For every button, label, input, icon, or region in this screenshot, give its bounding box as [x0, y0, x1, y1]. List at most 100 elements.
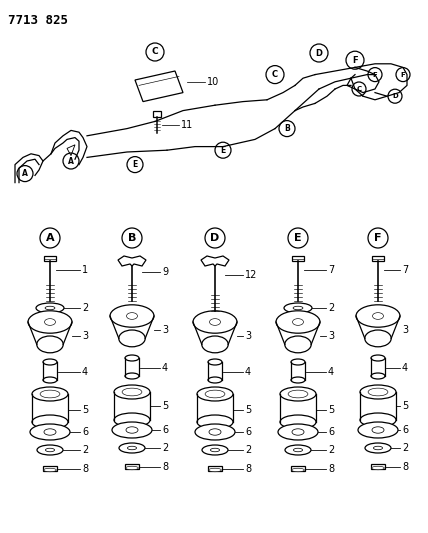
- Polygon shape: [118, 256, 146, 266]
- Text: D: D: [392, 93, 398, 99]
- Ellipse shape: [114, 385, 150, 399]
- Ellipse shape: [365, 443, 391, 453]
- Ellipse shape: [356, 305, 400, 327]
- Ellipse shape: [45, 448, 54, 452]
- Text: 2: 2: [245, 445, 251, 455]
- Ellipse shape: [44, 469, 56, 472]
- Bar: [292, 256, 304, 261]
- Text: 6: 6: [328, 427, 334, 437]
- Text: 6: 6: [162, 425, 168, 435]
- Ellipse shape: [36, 303, 64, 313]
- Text: 10: 10: [207, 77, 219, 87]
- Ellipse shape: [110, 305, 154, 327]
- Text: 8: 8: [82, 464, 88, 474]
- Text: 5: 5: [245, 405, 251, 415]
- Text: 2: 2: [328, 445, 334, 455]
- Ellipse shape: [32, 387, 68, 401]
- Ellipse shape: [126, 466, 138, 470]
- Text: 6: 6: [82, 427, 88, 437]
- Text: A: A: [22, 169, 28, 178]
- Ellipse shape: [202, 336, 228, 353]
- Text: 4: 4: [245, 367, 251, 377]
- Ellipse shape: [291, 377, 305, 383]
- Text: 4: 4: [162, 363, 168, 373]
- Text: 2: 2: [162, 443, 168, 453]
- Text: D: D: [211, 233, 220, 243]
- Text: 12: 12: [245, 270, 257, 280]
- Bar: [372, 256, 384, 261]
- Ellipse shape: [372, 313, 383, 319]
- Ellipse shape: [37, 445, 63, 455]
- Ellipse shape: [208, 377, 222, 383]
- Text: 2: 2: [82, 303, 88, 313]
- Text: 4: 4: [328, 367, 334, 377]
- Ellipse shape: [293, 306, 303, 310]
- Bar: [125, 464, 139, 469]
- Text: 6: 6: [245, 427, 251, 437]
- Text: F: F: [352, 56, 358, 64]
- Text: A: A: [46, 233, 54, 243]
- Ellipse shape: [195, 424, 235, 440]
- Ellipse shape: [360, 385, 396, 399]
- Ellipse shape: [44, 429, 56, 435]
- Text: C: C: [357, 86, 362, 92]
- Ellipse shape: [40, 390, 60, 398]
- Ellipse shape: [291, 359, 305, 365]
- Ellipse shape: [114, 413, 150, 427]
- Polygon shape: [67, 145, 75, 156]
- Ellipse shape: [126, 427, 138, 433]
- Ellipse shape: [371, 373, 385, 379]
- Ellipse shape: [292, 429, 304, 435]
- Ellipse shape: [278, 424, 318, 440]
- Text: 6: 6: [402, 425, 408, 435]
- Text: 3: 3: [162, 325, 168, 335]
- Text: C: C: [152, 47, 158, 56]
- Ellipse shape: [294, 448, 303, 452]
- Ellipse shape: [360, 413, 396, 427]
- Ellipse shape: [202, 445, 228, 455]
- Text: 2: 2: [328, 303, 334, 313]
- Text: 11: 11: [181, 119, 193, 130]
- Ellipse shape: [284, 303, 312, 313]
- Ellipse shape: [209, 469, 221, 472]
- Ellipse shape: [45, 306, 55, 310]
- Text: 5: 5: [82, 405, 88, 415]
- Polygon shape: [201, 256, 229, 266]
- Text: 9: 9: [162, 267, 168, 277]
- Text: D: D: [315, 49, 323, 58]
- Ellipse shape: [125, 373, 139, 379]
- Text: 3: 3: [82, 331, 88, 341]
- Bar: [44, 256, 56, 261]
- Bar: [153, 111, 161, 117]
- Ellipse shape: [127, 313, 137, 319]
- Ellipse shape: [197, 387, 233, 401]
- Ellipse shape: [285, 445, 311, 455]
- Ellipse shape: [280, 415, 316, 429]
- Ellipse shape: [374, 446, 383, 450]
- Text: 5: 5: [328, 405, 334, 415]
- Text: 3: 3: [402, 325, 408, 335]
- Ellipse shape: [368, 388, 388, 396]
- Ellipse shape: [292, 319, 303, 325]
- Ellipse shape: [358, 422, 398, 438]
- Text: 3: 3: [245, 331, 251, 341]
- Text: 8: 8: [162, 462, 168, 472]
- Ellipse shape: [371, 355, 385, 361]
- Ellipse shape: [30, 424, 70, 440]
- Polygon shape: [135, 71, 183, 102]
- Ellipse shape: [112, 422, 152, 438]
- Text: 5: 5: [402, 401, 408, 411]
- Text: 8: 8: [328, 464, 334, 474]
- Text: B: B: [284, 124, 290, 133]
- Text: 7: 7: [328, 265, 334, 275]
- Ellipse shape: [119, 443, 145, 453]
- Text: F: F: [373, 71, 377, 78]
- Text: C: C: [272, 70, 278, 79]
- Ellipse shape: [211, 448, 220, 452]
- Text: B: B: [128, 233, 136, 243]
- Ellipse shape: [208, 359, 222, 365]
- Text: 2: 2: [82, 445, 88, 455]
- Ellipse shape: [43, 377, 57, 383]
- Ellipse shape: [372, 427, 384, 433]
- Text: 4: 4: [82, 367, 88, 377]
